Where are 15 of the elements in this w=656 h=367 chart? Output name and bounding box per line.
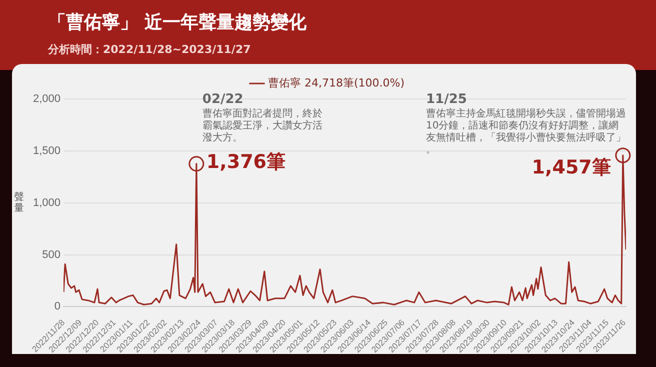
y-tick-label: 1,000	[32, 196, 61, 209]
chart-title: 「曹佑寧」 近一年聲量趨勢變化	[48, 11, 306, 34]
annotation: 02/22	[202, 92, 244, 107]
annotation: 曹佑寧主持金馬紅毯開場秒失誤，儘管開場過10分鐘，語速和節奏仍沒有好好調整，讓網友無情吐槽，「我覺得小曹快要無法呼吸了」。	[426, 108, 626, 156]
y-axis-title: 聲量	[14, 190, 24, 214]
legend-label: 曹佑寧 24,718筆(100.0%)	[268, 76, 405, 90]
y-tick-label: 2,000	[32, 93, 61, 106]
y-tick-label: 0	[54, 300, 61, 313]
annotation: 11/25	[426, 92, 467, 107]
y-tick-label: 500	[42, 248, 61, 261]
y-tick-label: 1,500	[32, 144, 61, 157]
annotation: 1,376筆	[206, 151, 286, 174]
annotation: 曹佑寧面對記者提問，終於霸氣認愛王淨，大讚女方活潑大方。	[202, 108, 322, 144]
annotation: 1,457筆	[532, 156, 611, 178]
chart-subtitle: 分析時間：2022/11/28~2023/11/27	[48, 42, 251, 57]
